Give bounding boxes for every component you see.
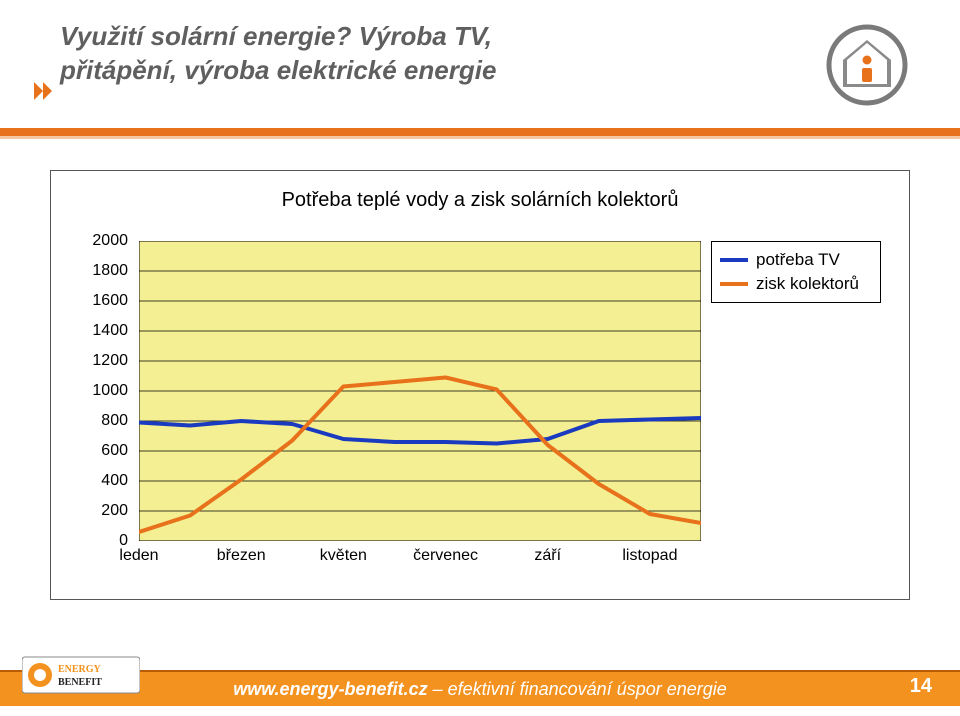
chart-inner: 0200400600800100012001400160018002000 le… [79, 241, 881, 571]
y-tick-label: 800 [79, 412, 134, 430]
y-tick-label: 600 [79, 442, 134, 460]
x-tick-label: květen [320, 547, 367, 565]
title-line-2: přitápění, výroba elektrické energie [60, 55, 496, 85]
y-tick-label: 200 [79, 502, 134, 520]
y-tick-label: 400 [79, 472, 134, 490]
chart-title: Potřeba teplé vody a zisk solárních kole… [51, 189, 909, 212]
footer: ENERGY BENEFIT www.energy-benefit.cz – e… [0, 660, 960, 706]
svg-text:BENEFIT: BENEFIT [58, 677, 102, 688]
slide-title-area: Využití solární energie? Výroba TV, přit… [60, 20, 840, 88]
legend-label: potřeba TV [756, 250, 840, 270]
y-tick-label: 1000 [79, 382, 134, 400]
x-tick-label: leden [119, 547, 158, 565]
footer-rest: – efektivní financování úspor energie [428, 679, 727, 699]
y-tick-label: 1200 [79, 352, 134, 370]
x-tick-label: červenec [413, 547, 478, 565]
legend-swatch [720, 282, 748, 286]
info-house-icon [826, 24, 908, 111]
x-tick-label: září [534, 547, 561, 565]
legend-label: zisk kolektorů [756, 274, 859, 294]
x-tick-label: listopad [622, 547, 677, 565]
plot-area [139, 241, 701, 541]
x-tick-label: březen [217, 547, 266, 565]
x-axis: ledenbřezenkvětenčerveneczářílistopad [139, 543, 701, 571]
footer-link: www.energy-benefit.cz [233, 679, 427, 699]
title-line-1: Využití solární energie? Výroba TV, [60, 21, 492, 51]
divider-bar [0, 128, 960, 136]
y-tick-label: 1400 [79, 322, 134, 340]
y-tick-label: 2000 [79, 232, 134, 250]
divider-bar-light [0, 136, 960, 139]
chart-container: Potřeba teplé vody a zisk solárních kole… [50, 170, 910, 600]
legend-swatch [720, 258, 748, 262]
footer-text: www.energy-benefit.cz – efektivní financ… [233, 679, 727, 700]
y-axis: 0200400600800100012001400160018002000 [79, 241, 134, 541]
slide-title: Využití solární energie? Výroba TV, přit… [60, 20, 840, 88]
page-number: 14 [910, 675, 932, 698]
y-tick-label: 1800 [79, 262, 134, 280]
y-tick-label: 1600 [79, 292, 134, 310]
legend: potřeba TV zisk kolektorů [711, 241, 881, 303]
legend-item: potřeba TV [720, 248, 872, 272]
legend-item: zisk kolektorů [720, 272, 872, 296]
footer-logo: ENERGY BENEFIT [22, 655, 140, 700]
bullet-icon [32, 80, 54, 107]
plot-svg [139, 241, 701, 541]
svg-text:ENERGY: ENERGY [58, 664, 102, 675]
